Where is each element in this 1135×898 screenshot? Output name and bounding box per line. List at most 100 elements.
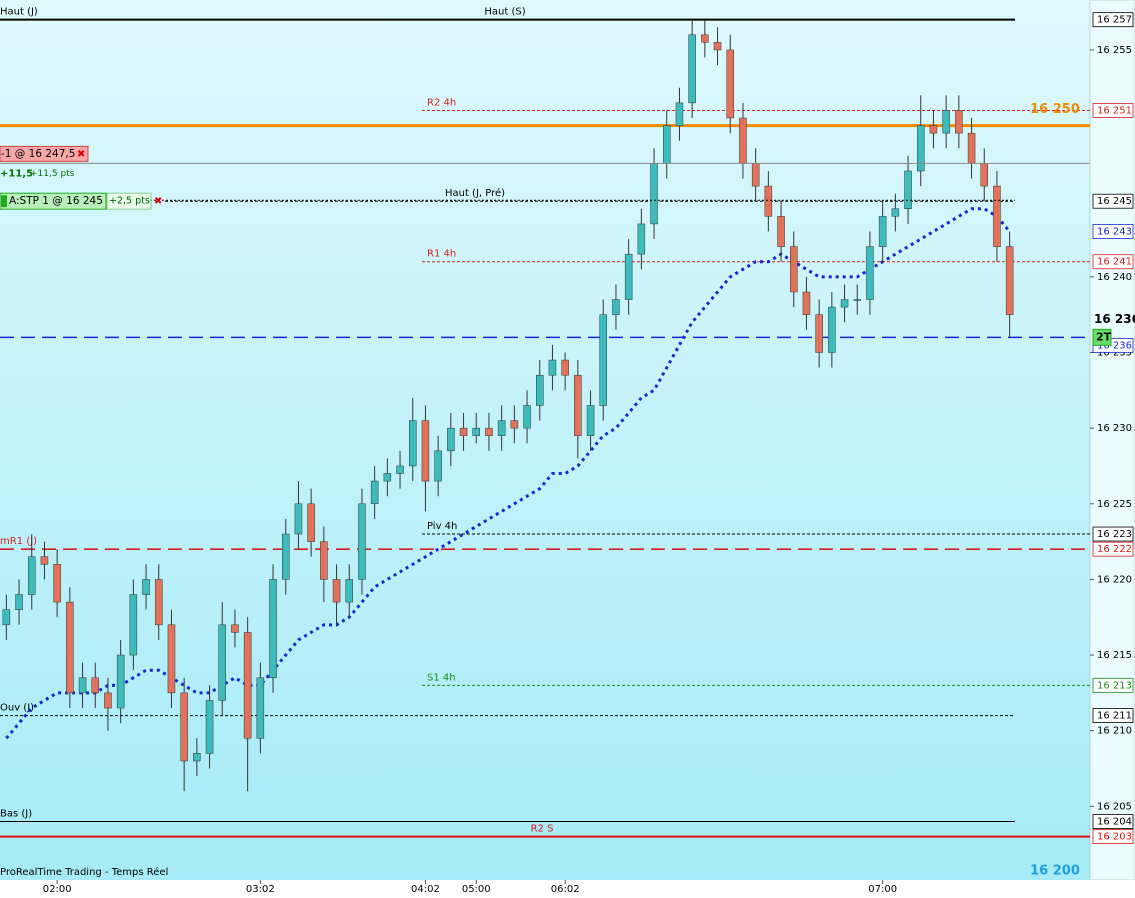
candle-body [523, 405, 531, 429]
candle-body [955, 110, 963, 134]
candle-body [777, 216, 785, 247]
candle-body [624, 253, 633, 300]
candle-body [866, 246, 874, 300]
order-check [1, 195, 7, 208]
order-text: A:STP 1 @ 16 245 [9, 195, 103, 207]
candle-body [751, 163, 760, 187]
x-tick-label: 05:00 [462, 884, 491, 895]
x-tick-label: 02:00 [43, 884, 72, 895]
x-tick-label: 07:00 [868, 884, 897, 895]
price-tag [1092, 526, 1134, 542]
price-tag-label: 16 257 [1097, 15, 1132, 26]
level-name: Ouv (J) [0, 703, 34, 714]
candle-body [815, 314, 823, 353]
candle-body [586, 405, 595, 436]
price-tag [1092, 254, 1134, 270]
y-tick-label: 16 210 [1097, 726, 1132, 737]
candle-body [104, 692, 112, 709]
candle-body [675, 102, 684, 126]
candle-body [396, 465, 404, 474]
level-name: Haut (J, Pré) [445, 187, 505, 199]
candle-body [942, 110, 950, 134]
level-name: mR1 (J) [0, 536, 37, 547]
candle-body [878, 216, 887, 247]
candle-body [28, 556, 36, 595]
price-tag-label: 16 245 [1097, 196, 1132, 207]
y-tick-label: 16 255 [1097, 45, 1132, 56]
candle-body [142, 579, 150, 595]
candle-body [929, 125, 938, 134]
order-text: -1 @ 16 247,5 [1, 148, 75, 160]
candle-body [180, 692, 188, 762]
level-name: S1 4h [427, 672, 456, 683]
candle-body [650, 163, 658, 225]
time-axis [0, 880, 1135, 898]
candle-body [78, 677, 87, 694]
y-tick-label: 16 230 [1097, 423, 1132, 434]
price-tag [1092, 814, 1134, 829]
candle-body [510, 420, 519, 429]
candle-body [15, 594, 23, 610]
candle-body [447, 427, 455, 452]
level-price: 16 200 [1030, 864, 1080, 879]
order-box [0, 145, 89, 162]
candle-body [472, 427, 480, 436]
candle-body [370, 480, 379, 505]
candle-body [828, 306, 836, 353]
candle-body [91, 677, 99, 694]
price-tag-label: 16 251 [1097, 105, 1132, 116]
candle-body [155, 579, 163, 626]
last-price-box [1092, 328, 1112, 346]
level-price: 16 250 [1030, 102, 1080, 117]
ma-tag-label: 16 243 [1097, 226, 1132, 237]
candle-body [548, 359, 557, 376]
candle-body [853, 299, 861, 301]
price-tag [1092, 829, 1134, 845]
price-tag-label: 16 204 [1097, 816, 1132, 827]
candle-body [599, 314, 607, 406]
order-close: ✖ [154, 196, 162, 207]
price-tag [1092, 103, 1134, 118]
candle-body [421, 420, 430, 482]
candle-body [358, 503, 366, 580]
ma-tag [1092, 224, 1134, 239]
level-name: R1 4h [427, 249, 456, 260]
price-tag [1092, 193, 1134, 209]
x-tick-label: 03:02 [246, 884, 275, 895]
y-tick-label: 16 220 [1097, 574, 1132, 585]
candle-body [764, 185, 773, 217]
order-gain: +11,5 [0, 168, 33, 179]
candle-body [485, 427, 493, 436]
y-tick-label: 16 235 [1097, 347, 1132, 358]
order-box [0, 192, 107, 210]
candle-body [434, 450, 442, 482]
candle-body [802, 291, 811, 315]
candle-body [1005, 246, 1014, 315]
candle-body [205, 700, 214, 754]
candle-body [840, 299, 849, 308]
y-tick-label: 16 240 [1097, 272, 1132, 283]
price-tag-label: 16 223 [1097, 529, 1132, 540]
candle-body [282, 533, 290, 580]
last-price-label: 16 236 [1094, 312, 1135, 326]
candle-body [243, 632, 252, 739]
candle-body [2, 609, 11, 626]
candle-body [891, 208, 900, 217]
candle-body [256, 677, 265, 739]
level-name: Piv 4h [427, 521, 457, 532]
price-tag [1092, 12, 1134, 28]
price-tag-label: 16 222 [1097, 544, 1132, 555]
candle-body [332, 579, 341, 603]
order-pnl: +11,5 pts [30, 169, 75, 179]
x-tick-label: 06:02 [551, 884, 580, 895]
candle-body [701, 34, 709, 43]
candle-body [904, 170, 912, 210]
candle-body [193, 753, 201, 762]
candle-body [726, 49, 734, 119]
candle-body [739, 117, 747, 164]
last-price-tag [1091, 311, 1135, 328]
candle-body [116, 654, 125, 709]
candle-body [536, 374, 544, 406]
moving-average [5, 207, 1011, 740]
